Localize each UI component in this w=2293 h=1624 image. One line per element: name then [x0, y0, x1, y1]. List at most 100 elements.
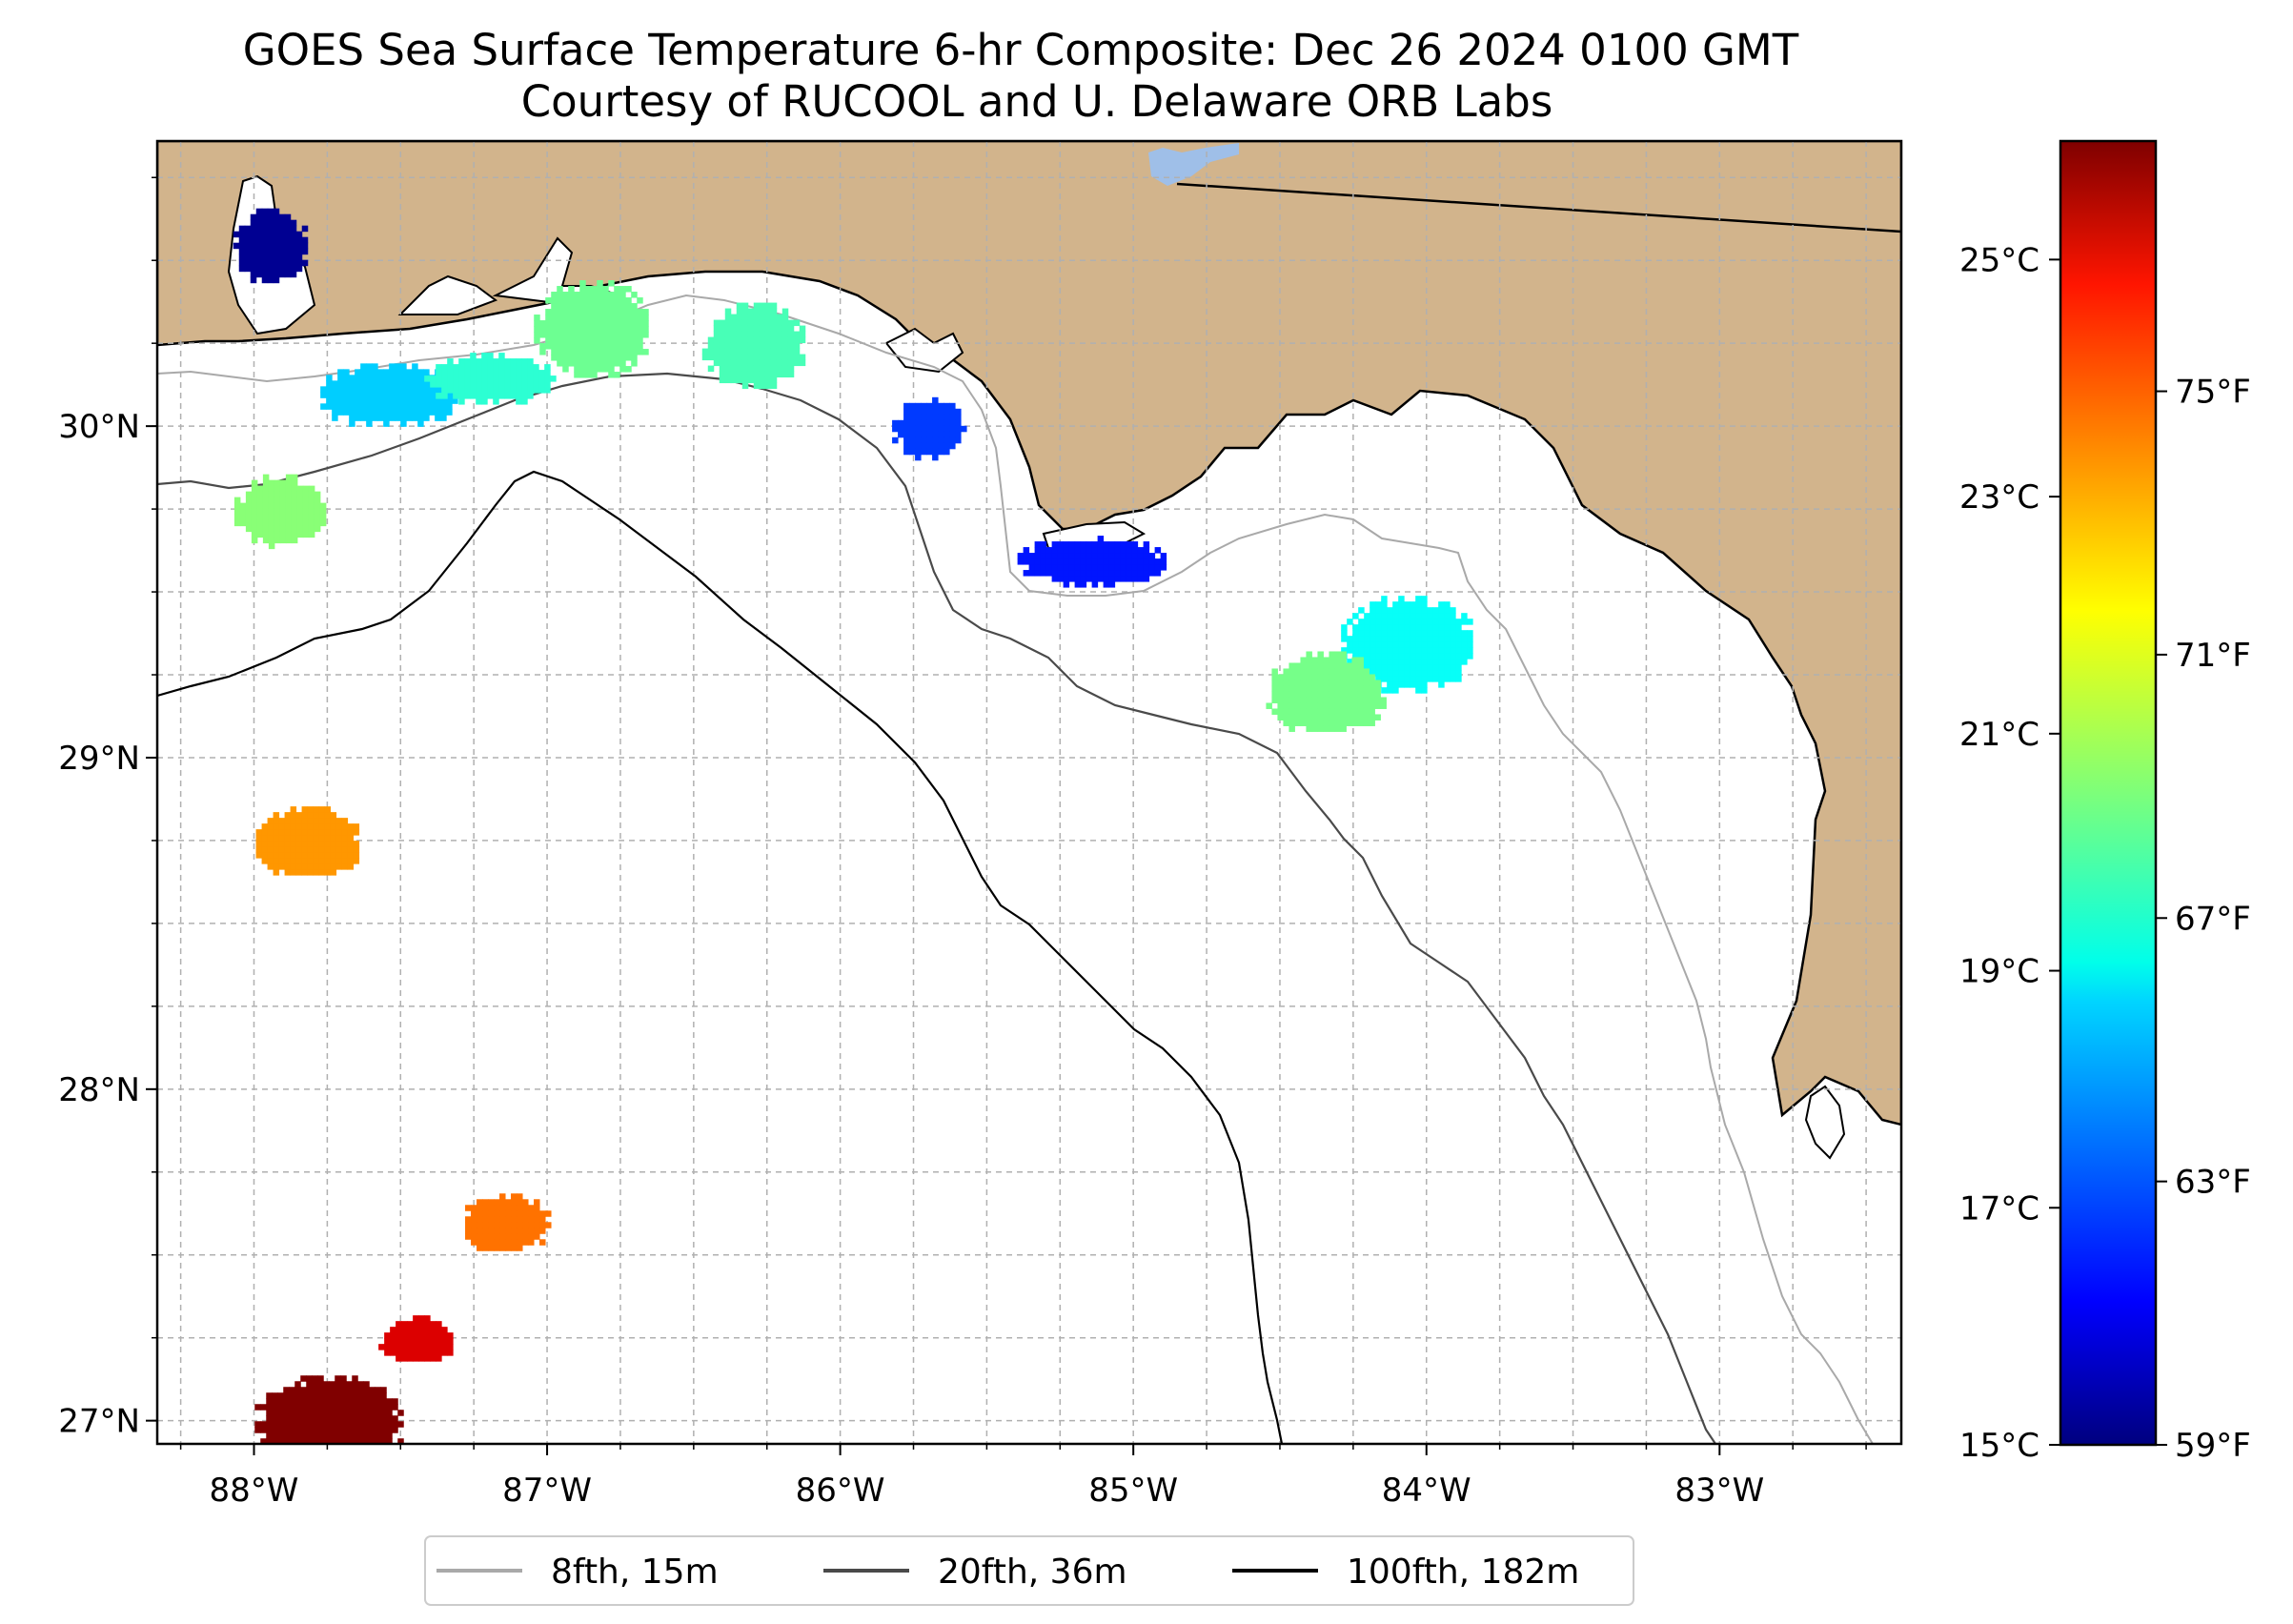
- sst-pixel: [1467, 636, 1473, 642]
- sst-pixel: [436, 381, 442, 388]
- sst-pixel: [602, 303, 609, 310]
- sst-pixel: [764, 308, 772, 315]
- sst-pixel: [759, 302, 766, 310]
- sst-pixel: [1091, 558, 1099, 565]
- sst-pixel: [1387, 607, 1393, 614]
- sst-pixel: [314, 497, 321, 504]
- sst-pixel: [938, 419, 944, 427]
- sst-pixel: [390, 1350, 396, 1356]
- sst-pixel: [1364, 647, 1370, 654]
- sst-pixel: [1074, 541, 1082, 548]
- sst-pixel: [268, 491, 275, 498]
- sst-pixel: [317, 1432, 324, 1439]
- map-panel[interactable]: [157, 141, 1901, 1444]
- sst-pixel: [290, 829, 297, 836]
- sst-pixel: [534, 1210, 540, 1217]
- sst-pixel: [625, 297, 632, 304]
- sst-pixel: [360, 409, 367, 416]
- sst-pixel: [499, 1228, 506, 1234]
- sst-pixel: [413, 1338, 419, 1345]
- sst-pixel: [619, 315, 626, 321]
- sst-pixel: [285, 474, 293, 481]
- sst-pixel: [395, 363, 401, 370]
- sst-pixel: [347, 829, 355, 836]
- sst-pixel: [262, 519, 270, 527]
- sst-pixel: [1283, 685, 1289, 692]
- sst-pixel: [239, 519, 247, 527]
- sst-pixel: [1063, 564, 1070, 571]
- sst-pixel: [776, 359, 783, 367]
- sst-pixel: [488, 1228, 495, 1234]
- sst-pixel: [386, 1427, 393, 1433]
- sst-pixel: [477, 1222, 483, 1228]
- sst-pixel: [498, 381, 505, 388]
- sst-pixel: [401, 1321, 408, 1328]
- sst-pixel: [273, 835, 280, 842]
- sst-pixel: [631, 360, 638, 367]
- sst-pixel: [764, 302, 772, 310]
- sst-pixel: [1120, 558, 1127, 565]
- sst-pixel: [517, 1233, 523, 1240]
- colorbar-c-label: 19°C: [1959, 953, 2039, 991]
- sst-pixel: [407, 1350, 414, 1356]
- sst-pixel: [261, 236, 269, 244]
- sst-pixel: [1289, 668, 1295, 675]
- colorbar-c-label: 21°C: [1959, 716, 2039, 754]
- sst-pixel: [487, 364, 494, 371]
- sst-pixel: [453, 364, 459, 371]
- sst-pixel: [619, 326, 626, 333]
- sst-pixel: [511, 1222, 517, 1228]
- sst-pixel: [401, 1327, 408, 1333]
- sst-pixel: [267, 248, 274, 255]
- sst-pixel: [380, 1415, 387, 1422]
- sst-pixel: [1380, 702, 1387, 709]
- sst-pixel: [1421, 624, 1428, 631]
- sst-pixel: [1427, 670, 1433, 677]
- sst-pixel: [233, 231, 240, 238]
- sst-pixel: [384, 1338, 391, 1345]
- sst-pixel: [1080, 553, 1087, 559]
- sst-pixel: [255, 271, 263, 278]
- sst-pixel: [1352, 653, 1359, 660]
- sst-pixel: [301, 242, 309, 250]
- sst-pixel: [1329, 657, 1335, 663]
- sst-pixel: [301, 835, 309, 842]
- sst-pixel: [366, 369, 373, 376]
- sst-pixel: [719, 331, 726, 338]
- sst-pixel: [574, 292, 580, 298]
- sst-pixel: [1306, 668, 1312, 675]
- sst-pixel: [741, 348, 749, 355]
- chart-subtitle: Courtesy of RUCOOL and U. Delaware ORB L…: [521, 76, 1553, 127]
- sst-pixel: [335, 835, 343, 842]
- sst-pixel: [294, 1432, 301, 1439]
- sst-pixel: [1438, 601, 1445, 608]
- sst-pixel: [407, 1355, 414, 1362]
- sst-pixel: [1398, 619, 1405, 625]
- sst-pixel: [283, 1432, 290, 1439]
- sst-pixel: [1455, 647, 1462, 654]
- sst-pixel: [498, 364, 505, 371]
- sst-pixel: [521, 393, 528, 399]
- sst-pixel: [527, 364, 534, 371]
- sst-pixel: [1357, 720, 1364, 726]
- sst-pixel: [268, 514, 275, 521]
- sst-pixel: [349, 386, 355, 393]
- sst-pixel: [255, 219, 263, 227]
- sst-pixel: [1410, 647, 1416, 654]
- sst-pixel: [1444, 619, 1451, 625]
- sst-pixel: [272, 1427, 278, 1433]
- sst-pixel: [341, 835, 349, 842]
- sst-pixel: [267, 259, 274, 267]
- colorbar: 15°C17°C19°C21°C23°C25°C 59°F63°F67°F71°…: [1959, 139, 2251, 1465]
- sst-pixel: [360, 392, 367, 398]
- sst-pixel: [637, 309, 643, 315]
- sst-pixel: [441, 1344, 448, 1350]
- sst-pixel: [317, 1461, 324, 1468]
- sst-pixel: [505, 1239, 512, 1246]
- sst-pixel: [932, 414, 939, 421]
- sst-pixel: [307, 806, 315, 813]
- sst-pixel: [262, 485, 270, 493]
- sst-pixel: [335, 1392, 341, 1399]
- sst-pixel: [360, 403, 367, 410]
- sst-pixel: [1300, 685, 1307, 692]
